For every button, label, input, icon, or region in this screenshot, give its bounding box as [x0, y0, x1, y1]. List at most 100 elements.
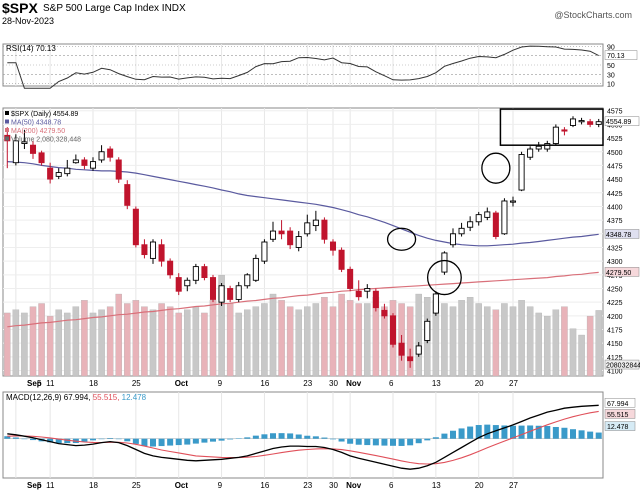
candle-body	[64, 167, 71, 175]
price-tick-label: 4400	[607, 204, 623, 211]
macd-histogram-bar	[278, 433, 285, 439]
volume-bar	[261, 303, 268, 377]
macd-histogram-bar	[270, 433, 276, 439]
macd-histogram-bar	[492, 425, 499, 439]
macd-histogram-bar	[467, 426, 474, 439]
annotation-circle-1	[386, 227, 417, 251]
macd-histogram-bar	[81, 438, 88, 442]
volume-bar	[175, 312, 182, 377]
price-tick-label: 4125	[607, 355, 623, 362]
candle-body	[192, 266, 199, 281]
candle-body	[492, 212, 499, 237]
macd-histogram-bar	[210, 438, 216, 442]
macd-x-label: 5	[37, 481, 42, 490]
volume-bar	[295, 309, 302, 377]
macd-histogram-bar	[595, 432, 602, 439]
macd-histogram-bar	[510, 425, 516, 439]
price-tick-label: 4375	[607, 218, 623, 225]
price-tick-label: 4175	[607, 328, 623, 335]
macd-x-label: 27	[509, 481, 518, 490]
candle-body	[355, 290, 362, 298]
candle-body	[407, 356, 414, 362]
macd-histogram-bar	[381, 438, 388, 446]
price-x-label: 18	[89, 379, 98, 388]
macd-histogram-bar	[501, 425, 508, 439]
price-legend-entry: MA(50) 4348.78	[11, 120, 61, 127]
macd-histogram-bar	[552, 426, 559, 439]
macd-histogram-bar	[244, 437, 251, 439]
candle-body	[501, 200, 508, 235]
macd-histogram-bar	[570, 429, 576, 439]
price-x-label: 9	[218, 379, 223, 388]
price-value-box	[604, 267, 640, 277]
macd-x-label: 11	[46, 481, 55, 490]
volume-bar	[38, 303, 45, 377]
volume-bar	[595, 310, 602, 377]
price-x-label: 6	[389, 379, 394, 388]
macd-x-label: 25	[132, 481, 141, 490]
price-x-label: 5	[37, 379, 42, 388]
volume-bar	[458, 300, 465, 377]
volume-bar	[501, 303, 508, 377]
macd-histogram-bar	[518, 425, 525, 439]
macd-histogram-bar	[312, 436, 319, 439]
price-x-label: 23	[303, 379, 312, 388]
exchange-code: INDX	[161, 3, 186, 14]
macd-histogram-bar	[347, 438, 354, 444]
macd-histogram-bar	[364, 438, 371, 446]
price-legend-entry: $SPX (Daily) 4554.89	[11, 111, 78, 118]
price-x-label: Nov	[346, 379, 362, 388]
volume-bar	[81, 300, 88, 377]
macd-histogram-bar	[304, 435, 311, 439]
price-tick-label: 4500	[607, 150, 623, 157]
candle-body	[398, 342, 405, 356]
candle-body	[218, 285, 225, 303]
macd-histogram-bar	[12, 437, 19, 439]
candle-body	[432, 293, 439, 314]
macd-histogram-bar	[338, 438, 345, 442]
macd-histogram-bar	[321, 437, 328, 439]
macd-histogram-bar	[55, 438, 62, 444]
candle-body	[312, 219, 319, 227]
chart-date: 28-Nov-2023	[2, 16, 55, 26]
candle-body	[544, 143, 551, 150]
volume-bar	[561, 306, 568, 377]
candle-body	[381, 309, 388, 317]
candle-body	[329, 241, 337, 251]
price-x-label: 30	[329, 379, 338, 388]
volume-bar	[89, 312, 97, 377]
macd-histogram-bar	[30, 438, 36, 441]
volume-bar	[226, 303, 234, 377]
volume-bar	[321, 297, 328, 377]
candle-body	[184, 279, 191, 287]
volume-bar	[535, 312, 542, 377]
volume-bar	[286, 306, 294, 377]
rsi-tick-label: 30	[607, 72, 615, 79]
macd-value-box	[604, 409, 636, 419]
macd-histogram-bar	[578, 430, 585, 439]
candle-body	[72, 159, 79, 164]
volume-bar	[115, 293, 122, 377]
volume-bar	[346, 300, 354, 377]
macd-histogram-bar	[64, 438, 71, 444]
volume-bar	[569, 328, 577, 377]
price-tick-label: 4575	[607, 109, 623, 116]
price-x-label: 27	[509, 379, 518, 388]
candle-body	[475, 214, 482, 223]
macd-histogram-bar	[132, 438, 139, 444]
price-tick-label: 4200	[607, 314, 623, 321]
candle-body	[227, 288, 234, 300]
macd-histogram-bar	[450, 430, 456, 439]
price-tick-label: 4250	[607, 286, 623, 293]
volume-bar	[124, 303, 131, 377]
candle-body	[38, 152, 45, 164]
index-name: S&P 500 Large Cap Index INDX	[43, 3, 186, 14]
macd-x-label: 30	[329, 481, 338, 490]
legend-swatch	[5, 136, 9, 141]
candle-body	[535, 145, 542, 150]
candle-body	[252, 257, 259, 281]
candle-body	[21, 141, 28, 145]
volume-bar	[184, 309, 191, 377]
candle-body	[261, 241, 268, 262]
rsi-line	[7, 45, 599, 89]
